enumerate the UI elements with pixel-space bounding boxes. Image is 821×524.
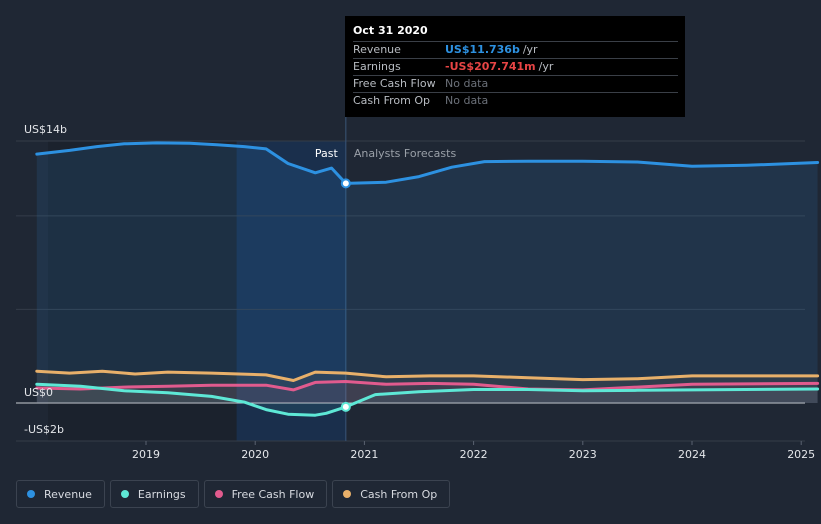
legend-item-free-cash-flow[interactable]: Free Cash Flow bbox=[203, 480, 328, 508]
tooltip-label: Earnings bbox=[353, 60, 401, 73]
revenue-highlight-point bbox=[340, 178, 351, 189]
legend-label: Free Cash Flow bbox=[231, 487, 315, 501]
tooltip-value: No data bbox=[445, 94, 489, 107]
legend-label: Revenue bbox=[44, 487, 92, 501]
tooltip-value: -US$207.741m bbox=[445, 60, 536, 73]
series-line-cash-from-op bbox=[35, 369, 820, 382]
y-axis-label-zero: US$0 bbox=[24, 386, 53, 399]
earnings-highlight-point bbox=[340, 401, 351, 412]
legend-label: Earnings bbox=[137, 487, 186, 501]
x-tick-label: 2019 bbox=[132, 448, 160, 461]
x-tick-label: 2021 bbox=[350, 448, 378, 461]
tooltip: Oct 31 2020 Revenue US$11.736b /yr Earni… bbox=[345, 16, 685, 117]
past-label: Past bbox=[315, 147, 339, 160]
series-line-earnings bbox=[35, 382, 820, 417]
series-line-revenue bbox=[35, 141, 820, 185]
x-tick-label: 2024 bbox=[678, 448, 706, 461]
tooltip-unit: /yr bbox=[522, 43, 538, 56]
tooltip-label: Revenue bbox=[353, 43, 401, 56]
legend: Revenue Earnings Free Cash Flow Cash Fro… bbox=[16, 480, 451, 508]
tooltip-unit: /yr bbox=[538, 60, 554, 73]
x-tick-label: 2022 bbox=[460, 448, 488, 461]
tooltip-row-earnings: Earnings -US$207.741m /yr bbox=[353, 58, 678, 75]
legend-label: Cash From Op bbox=[360, 487, 438, 501]
x-tick-label: 2020 bbox=[241, 448, 269, 461]
legend-item-earnings[interactable]: Earnings bbox=[109, 480, 199, 508]
tooltip-label: Cash From Op bbox=[353, 94, 431, 107]
legend-dot-icon bbox=[214, 490, 223, 498]
tooltip-date: Oct 31 2020 bbox=[353, 24, 428, 37]
y-axis-label-bottom: -US$2b bbox=[24, 423, 64, 436]
x-tick-label: 2025 bbox=[787, 448, 815, 461]
tooltip-value: US$11.736b bbox=[445, 43, 520, 56]
legend-item-revenue[interactable]: Revenue bbox=[16, 480, 105, 508]
series-line-free-cash-flow bbox=[35, 380, 820, 392]
tooltip-label: Free Cash Flow bbox=[353, 77, 436, 90]
legend-dot-icon bbox=[120, 490, 129, 498]
tooltip-row-revenue: Revenue US$11.736b /yr bbox=[353, 41, 678, 58]
y-axis-label-top: US$14b bbox=[24, 123, 67, 136]
revenue-area bbox=[36, 142, 818, 403]
series-area bbox=[36, 384, 818, 416]
tooltip-row-free-cash-flow: Free Cash Flow No data bbox=[353, 75, 678, 92]
forecast-label: Analysts Forecasts bbox=[354, 147, 457, 160]
tooltip-row-cash-from-op: Cash From Op No data bbox=[353, 92, 678, 109]
x-tick-label: 2023 bbox=[569, 448, 597, 461]
legend-item-cash-from-op[interactable]: Cash From Op bbox=[332, 480, 451, 508]
legend-dot-icon bbox=[27, 490, 35, 498]
legend-dot-icon bbox=[343, 490, 352, 498]
tooltip-value: No data bbox=[445, 77, 489, 90]
